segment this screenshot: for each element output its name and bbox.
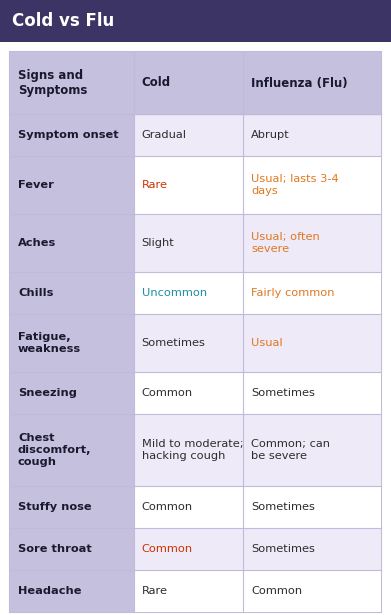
Text: Aches: Aches [18,238,56,248]
Text: Headache: Headache [18,586,81,596]
Bar [10,414,134,486]
Text: Signs and
Symptoms: Signs and Symptoms [18,69,87,97]
Bar [134,486,243,528]
Text: Common: Common [142,544,193,554]
Text: Usual: Usual [251,338,283,348]
Text: Fever: Fever [18,180,54,190]
Bar [243,414,381,486]
Bar [134,414,243,486]
Bar [134,156,243,214]
Text: Sometimes: Sometimes [251,544,315,554]
Bar [10,156,134,214]
Text: Symptom onset: Symptom onset [18,130,118,140]
Bar [10,372,134,414]
Text: Common: Common [251,586,302,596]
Bar [10,272,134,314]
Text: Slight: Slight [142,238,174,248]
Bar [243,528,381,570]
Bar [243,486,381,528]
Text: Cold vs Flu: Cold vs Flu [12,12,114,30]
Bar [134,272,243,314]
Bar [10,486,134,528]
Text: Abrupt: Abrupt [251,130,290,140]
Bar [10,570,134,612]
Bar [243,214,381,272]
Text: Cold: Cold [142,76,170,90]
Text: Chest
discomfort,
cough: Chest discomfort, cough [18,434,91,467]
Bar [243,570,381,612]
Bar [243,272,381,314]
Bar [134,372,243,414]
Text: Fatigue,
weakness: Fatigue, weakness [18,332,81,354]
Text: Gradual: Gradual [142,130,187,140]
Text: Fairly common: Fairly common [251,288,334,298]
Text: Chills: Chills [18,288,54,298]
Text: Rare: Rare [142,180,167,190]
Bar [134,528,243,570]
Text: Stuffy nose: Stuffy nose [18,502,91,512]
Bar [10,114,134,156]
Text: Uncommon: Uncommon [142,288,207,298]
Bar [243,156,381,214]
Bar [134,214,243,272]
Bar [10,52,381,114]
Text: Common: Common [142,388,193,398]
Text: Sometimes: Sometimes [142,338,205,348]
Text: Mild to moderate;
hacking cough: Mild to moderate; hacking cough [142,439,243,461]
Bar [134,570,243,612]
Text: Rare: Rare [142,586,167,596]
Bar [243,314,381,372]
Bar [243,114,381,156]
Text: Sometimes: Sometimes [251,388,315,398]
Text: Sneezing: Sneezing [18,388,77,398]
Bar [10,314,134,372]
Text: Common: Common [142,502,193,512]
Text: Common; can
be severe: Common; can be severe [251,439,330,461]
Bar [134,314,243,372]
Bar [134,114,243,156]
Text: Sometimes: Sometimes [251,502,315,512]
Bar [10,528,134,570]
Text: Usual; lasts 3-4
days: Usual; lasts 3-4 days [251,174,339,196]
Text: Sore throat: Sore throat [18,544,92,554]
Bar [243,372,381,414]
Bar [0,0,391,42]
Text: Usual; often
severe: Usual; often severe [251,232,320,254]
Bar [10,214,134,272]
Text: Influenza (Flu): Influenza (Flu) [251,76,348,90]
